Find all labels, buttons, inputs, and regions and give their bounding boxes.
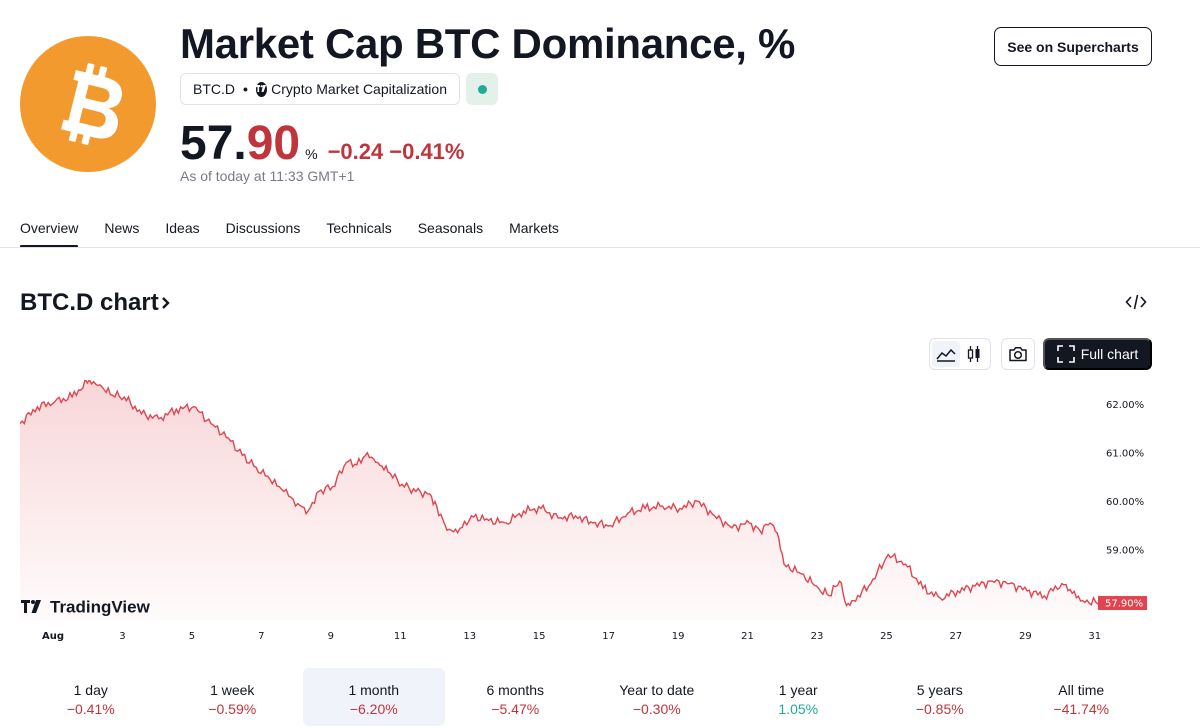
tab-discussions[interactable]: Discussions [225,220,301,236]
period-1-month[interactable]: 1 month −6.20% [303,668,445,726]
camera-icon [1009,347,1027,362]
market-status-indicator[interactable] [466,73,498,105]
period-value: −0.59% [208,701,257,717]
tab-seasonals[interactable]: Seasonals [417,220,484,236]
period-1-day[interactable]: 1 day −0.41% [20,668,162,726]
period-label: 1 week [210,682,255,698]
y-tick-label: 59.00% [1106,546,1144,557]
separator-dot: • [243,81,248,97]
price-decimal: 90 [246,117,301,170]
x-tick-label: 11 [394,631,407,642]
y-tick-label: 61.00% [1106,449,1144,460]
period-year-to-date[interactable]: Year to date −0.30% [586,668,728,726]
price-integer: 57. [180,117,247,170]
tab-ideas[interactable]: Ideas [165,220,200,236]
period-1-year[interactable]: 1 year 1.05% [728,668,870,726]
bitcoin-icon [61,62,122,146]
symbol-ticker: BTC.D [193,81,235,97]
chart-style-switcher [929,338,991,370]
area-style-button[interactable] [932,341,960,367]
y-tick-label: 62.00% [1106,400,1144,411]
tab-markets[interactable]: Markets [509,220,559,236]
period-all-time[interactable]: All time −41.74% [1011,668,1153,726]
period-label: Year to date [619,682,695,698]
section-tabs: Overview News Ideas Discussions Technica… [20,220,585,248]
x-tick-label: 17 [602,631,615,642]
period-label: 6 months [486,682,545,698]
period-label: All time [1058,682,1105,698]
period-5-years[interactable]: 5 years −0.85% [869,668,1011,726]
see-on-supercharts-button[interactable]: See on Supercharts [994,27,1152,66]
period-label: 1 year [778,682,818,698]
period-value: −41.74% [1053,701,1110,717]
tabs-divider [0,247,1200,248]
price-row: 57. 90 % −0.24 −0.41% [180,116,470,170]
y-tick-label: 60.00% [1106,497,1144,508]
tab-technicals[interactable]: Technicals [326,220,392,236]
status-dot-icon [477,84,487,94]
area-chart-icon [936,348,956,362]
embed-code-icon[interactable] [1125,292,1147,312]
bitcoin-logo [20,36,156,172]
period-label: 5 years [916,682,963,698]
x-tick-label: 21 [741,631,754,642]
x-tick-label: 3 [119,631,125,642]
period-value: −0.41% [66,701,115,717]
exchange-name: Crypto Market Capitalization [271,81,447,97]
price-unit: % [305,146,318,162]
x-tick-label: 23 [811,631,824,642]
price-change-percent: −0.41% [389,139,465,164]
x-tick-label: 19 [672,631,685,642]
tradingview-icon [255,81,268,97]
y-axis: 62.00% 61.00% 60.00% 59.00% [1106,400,1144,556]
x-axis: Aug 3 5 7 9 11 13 15 17 19 21 23 25 27 29 31 [42,631,1101,642]
x-tick-label: Aug [42,631,64,642]
full-chart-button[interactable]: Full chart [1043,338,1152,370]
x-tick-label: 31 [1088,631,1101,642]
x-tick-label: 27 [950,631,963,642]
x-tick-label: 9 [328,631,334,642]
period-value: −5.47% [491,701,540,717]
price-timestamp: As of today at 11:33 GMT+1 [180,168,355,184]
symbol-pill[interactable]: BTC.D • Crypto Market Capitalization [180,73,460,105]
candlestick-icon [967,346,980,362]
x-tick-label: 13 [463,631,476,642]
tradingview-watermark: TradingView [21,598,151,617]
tradingview-wordmark: TradingView [50,598,151,617]
period-value: −0.85% [915,701,964,717]
x-tick-label: 5 [189,631,195,642]
x-tick-label: 25 [880,631,893,642]
period-value: −0.30% [632,701,681,717]
period-value: 1.05% [778,701,819,717]
x-tick-label: 29 [1019,631,1032,642]
candles-style-button[interactable] [960,341,988,367]
snapshot-button[interactable] [1001,338,1035,370]
last-value-label: 57.90% [1105,599,1143,610]
x-tick-label: 15 [533,631,546,642]
chart-heading-text: BTC.D chart [20,289,159,316]
period-value: −6.20% [349,701,398,717]
tab-news[interactable]: News [104,220,140,236]
last-value-marker: 57.90% [1098,596,1147,611]
price-chart[interactable]: 62.00% 61.00% 60.00% 59.00% Aug 3 5 7 9 11 13 15 17… [0,380,1200,650]
tradingview-logo-icon [21,600,30,613]
x-tick-label: 7 [258,631,264,642]
chart-heading-link[interactable]: BTC.D chart [20,289,171,317]
period-label: 1 month [348,682,400,698]
tab-overview[interactable]: Overview [20,220,79,248]
chart-series-line [19,380,1101,607]
chart-area-fill [20,380,1100,620]
performance-periods: 1 day −0.41% 1 week −0.59% 1 month −6.20% 6… [20,668,1152,728]
fullscreen-icon [1056,345,1075,363]
full-chart-label: Full chart [1080,346,1139,362]
page-title: Market Cap BTC Dominance, % [180,20,796,67]
chevron-right-icon [161,297,170,309]
price-change: −0.24 [327,139,384,164]
period-label: 1 day [73,682,108,698]
period-1-week[interactable]: 1 week −0.59% [162,668,304,726]
period-6-months[interactable]: 6 months −5.47% [445,668,587,726]
